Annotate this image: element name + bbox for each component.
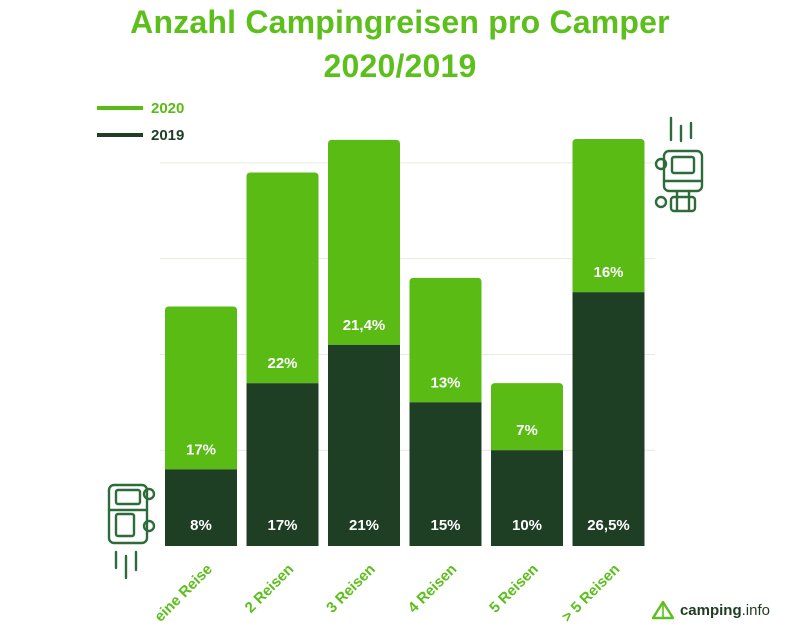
chart-subtitle: 2020/2019: [323, 48, 477, 84]
camper-van-icon: [654, 116, 704, 213]
data-labels: 8% 17% 17% 22% 21% 21,4% 15% 13% 10% 7% 26,5% 16%: [186, 264, 630, 534]
bar-2020-1: [165, 306, 237, 470]
data-label-2019-2: 17%: [267, 517, 297, 534]
bars: [165, 138, 645, 546]
legend-swatch-2019: [97, 133, 143, 137]
data-label-2019-3: 21%: [349, 517, 379, 534]
bar-2019-1: [165, 469, 237, 546]
bar-2019-2: [246, 383, 319, 546]
legend-label-2019: 2019: [151, 126, 185, 144]
bar-2019-6: [572, 292, 645, 546]
logo-text: camping.info: [679, 601, 770, 619]
data-label-2020-5: 7%: [516, 422, 538, 439]
legend-swatch-2020: [97, 106, 143, 110]
x-tick-label-3: 3 Reisen: [323, 561, 379, 617]
tent-icon: [651, 600, 675, 620]
x-tick-label-5: 5 Reisen: [486, 561, 542, 617]
x-axis-tick-labels: eine Reise 2 Reisen 3 Reisen 4 Reisen 5 Reis…: [151, 561, 623, 626]
legend-item-2020: 2020: [97, 98, 184, 118]
chart-title: Anzahl Campingreisen pro Camper: [130, 4, 670, 40]
data-label-2019-6: 26,5%: [587, 517, 630, 534]
bar-2020-3: [328, 139, 400, 345]
x-tick-label-1: eine Reise: [151, 561, 216, 626]
camping-info-logo: camping.info: [651, 600, 770, 620]
camper-van-icon-bottom: [107, 483, 156, 580]
x-tick-label-2: 2 Reisen: [242, 561, 298, 617]
bar-2020-6: [572, 138, 645, 293]
bar-2019-3: [328, 344, 400, 546]
data-label-2020-3: 21,4%: [343, 317, 386, 334]
bar-2019-4: [409, 402, 482, 546]
legend-label-2020: 2020: [151, 99, 185, 117]
data-label-2019-1: 8%: [190, 517, 212, 534]
x-tick-label-4: 4 Reisen: [405, 561, 461, 617]
x-tick-label-6: > 5 Reisen: [559, 561, 624, 626]
legend-item-2019: 2019: [97, 125, 184, 145]
data-label-2020-1: 17%: [186, 441, 216, 458]
bar-2020-5: [491, 383, 563, 451]
data-label-2019-5: 10%: [512, 517, 542, 534]
data-label-2020-4: 13%: [430, 374, 460, 391]
data-label-2020-2: 22%: [267, 355, 297, 372]
bar-2020-4: [409, 277, 482, 403]
bar-2019-5: [491, 450, 563, 546]
data-label-2020-6: 16%: [593, 264, 623, 281]
bar-2020-2: [246, 172, 319, 384]
data-label-2019-4: 15%: [430, 517, 460, 534]
